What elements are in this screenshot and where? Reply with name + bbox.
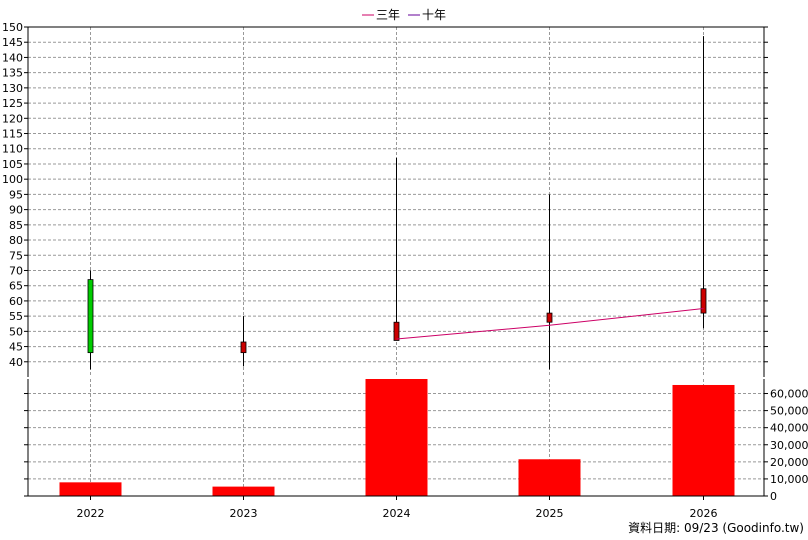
volume-tick-label: 60,000 — [770, 388, 808, 401]
price-tick-label: 120 — [2, 112, 23, 125]
price-tick-label: 50 — [9, 325, 23, 338]
price-tick-label: 75 — [9, 249, 23, 262]
x-tick-label: 2025 — [536, 507, 564, 520]
candle-body — [87, 279, 94, 354]
volume-tick-label: 30,000 — [770, 439, 808, 452]
candle-body — [546, 312, 553, 323]
candle-body — [700, 288, 707, 314]
price-tick-label: 60 — [9, 295, 23, 308]
price-panel: 40 45 50 55 60 65 70 75 80 85 90 95 100 105 110 115 120 1… — [2, 21, 768, 377]
price-tick-label: 125 — [2, 97, 23, 110]
price-tick-label: 135 — [2, 67, 23, 80]
volume-tick-label: 20,000 — [770, 456, 808, 469]
legend-label: 三年 — [376, 8, 400, 22]
price-tick-label: 100 — [2, 173, 23, 186]
x-tick-label: 2024 — [383, 507, 411, 520]
price-tick-label: 110 — [2, 143, 23, 156]
price-tick-label: 90 — [9, 204, 23, 217]
candle-body — [240, 341, 247, 354]
price-tick-label: 130 — [2, 82, 23, 95]
volume-bar — [212, 486, 275, 496]
price-tick-label: 40 — [9, 356, 23, 369]
volume-tick-label: 0 — [770, 490, 777, 503]
price-tick-label: 150 — [2, 21, 23, 34]
volume-tick-label: 40,000 — [770, 422, 808, 435]
price-tick-label: 105 — [2, 158, 23, 171]
x-tick-label: 2022 — [77, 507, 105, 520]
price-tick-label: 140 — [2, 51, 23, 64]
volume-tick-label: 10,000 — [770, 473, 808, 486]
legend-label: 十年 — [422, 8, 446, 22]
volume-bar — [672, 384, 735, 496]
x-tick-label: 2026 — [690, 507, 718, 520]
price-tick-label: 70 — [9, 264, 23, 277]
price-tick-label: 55 — [9, 310, 23, 323]
volume-bar — [365, 379, 428, 496]
price-tick-label: 115 — [2, 128, 23, 141]
price-tick-label: 80 — [9, 234, 23, 247]
volume-panel: 0 10,000 20,000 30,000 40,000 50,000 60,000 202… — [24, 379, 808, 520]
price-tick-label: 45 — [9, 341, 23, 354]
volume-tick-label: 50,000 — [770, 405, 808, 418]
price-tick-label: 85 — [9, 219, 23, 232]
x-tick-label: 2023 — [230, 507, 258, 520]
price-tick-label: 65 — [9, 280, 23, 293]
data-date-footer: 資料日期: 09/23 (Goodinfo.tw) — [628, 521, 804, 535]
candle-body — [393, 321, 400, 341]
three-year-average-line — [396, 308, 704, 340]
price-tick-label: 145 — [2, 36, 23, 49]
volume-bar — [518, 459, 581, 496]
volume-bar — [59, 482, 122, 496]
price-tick-label: 95 — [9, 188, 23, 201]
chart-legend: 三年 十年 — [362, 8, 446, 22]
